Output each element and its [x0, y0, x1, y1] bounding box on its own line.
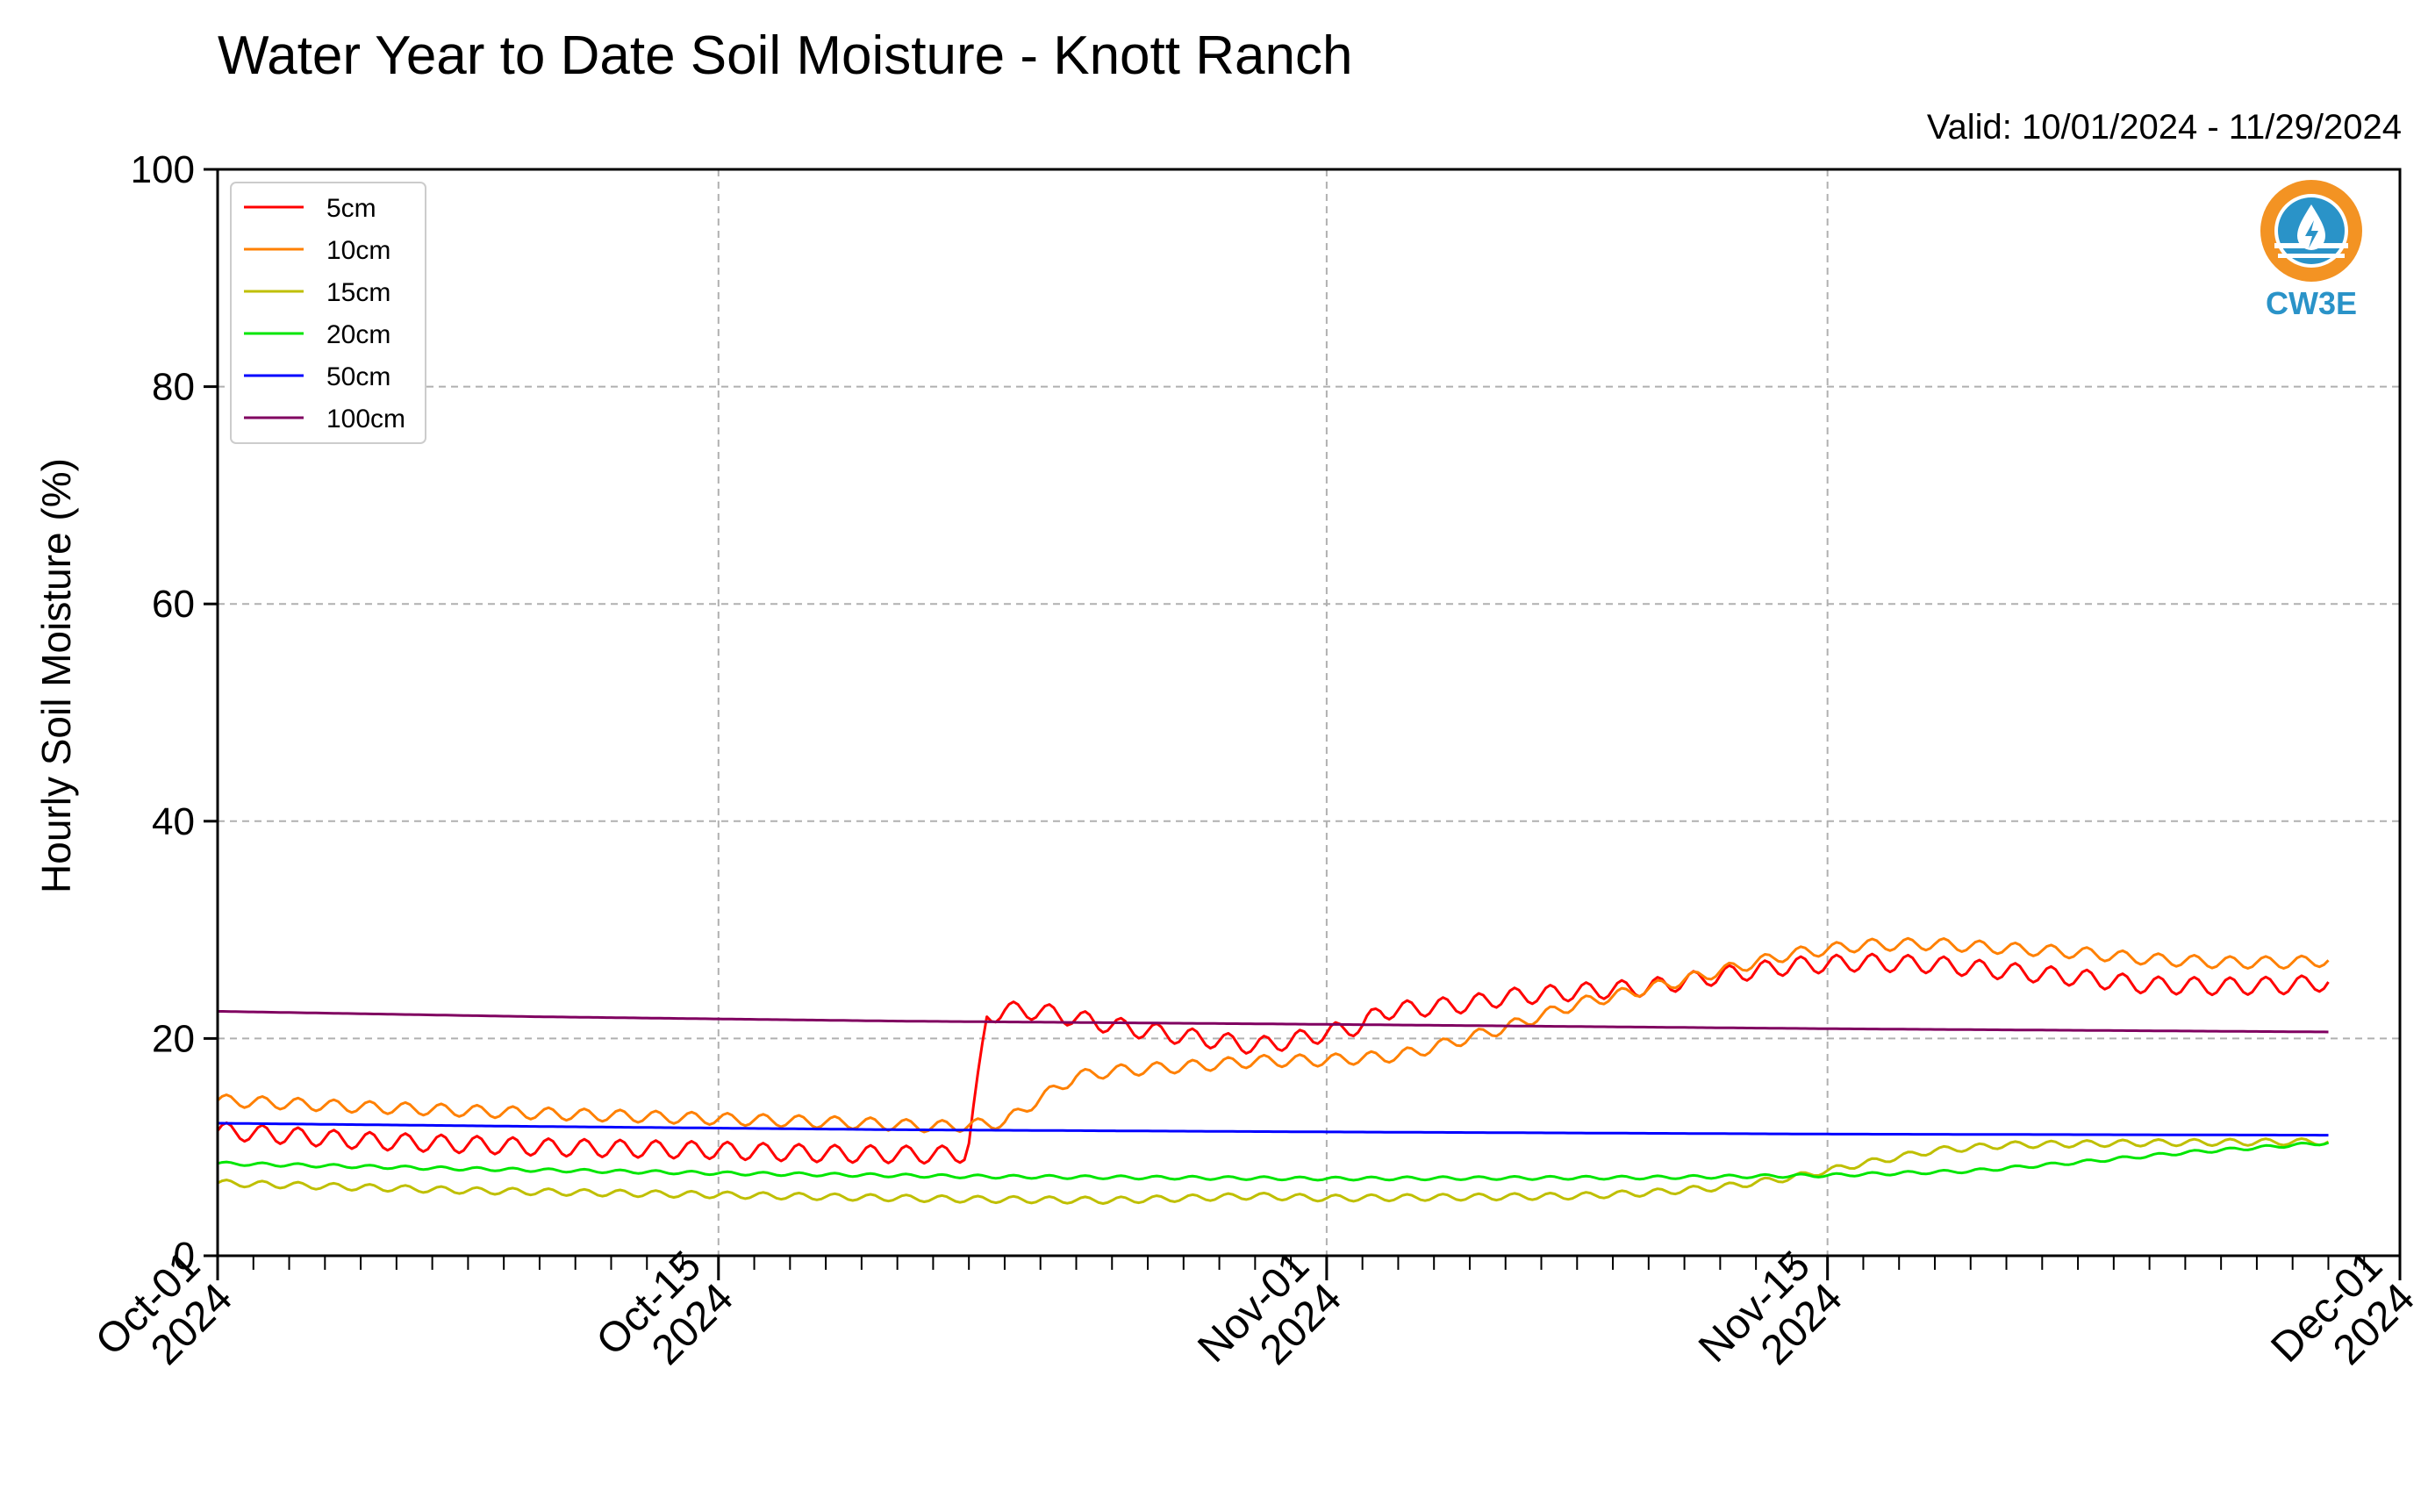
series-line-20cm — [217, 1141, 2329, 1182]
legend-label-20cm: 20cm — [326, 320, 390, 349]
cw3e-logo: CW3E — [2260, 180, 2362, 321]
series-line-100cm — [218, 1010, 2329, 1034]
y-tick-label: 40 — [152, 800, 195, 843]
series-line-10cm — [216, 936, 2330, 1134]
series-layer — [216, 936, 2330, 1205]
y-tick-label: 60 — [152, 583, 195, 626]
logo-text: CW3E — [2266, 285, 2357, 321]
chart-subtitle: Valid: 10/01/2024 - 11/29/2024 — [1927, 108, 2402, 147]
logo-bolt-icon — [2305, 220, 2318, 248]
legend-label-15cm: 15cm — [326, 278, 390, 307]
legend-label-5cm: 5cm — [326, 194, 376, 223]
y-tick-label: 0 — [174, 1235, 195, 1278]
legend-box — [230, 182, 426, 444]
series-line-50cm — [218, 1121, 2329, 1137]
legend: 5cm 10cm 15cm 20cm 50cm 100cm — [230, 182, 426, 444]
plot-frame — [216, 168, 2402, 1258]
logo-wave-icon-2 — [2278, 254, 2345, 258]
grid — [218, 169, 2400, 1256]
chart-title: Water Year to Date Soil Moisture - Knott… — [218, 25, 1352, 86]
series-line-15cm — [217, 1137, 2330, 1205]
series-line-5cm — [216, 952, 2330, 1165]
y-tick-label: 80 — [152, 366, 195, 409]
y-axis-label: Hourly Soil Moisture (%) — [33, 458, 79, 893]
legend-label-10cm: 10cm — [326, 236, 390, 265]
y-tick-label: 100 — [131, 148, 195, 191]
legend-label-50cm: 50cm — [326, 362, 390, 391]
y-tick-label: 20 — [152, 1017, 195, 1060]
logo-ring-icon — [2260, 180, 2362, 282]
legend-label-100cm: 100cm — [326, 405, 405, 434]
